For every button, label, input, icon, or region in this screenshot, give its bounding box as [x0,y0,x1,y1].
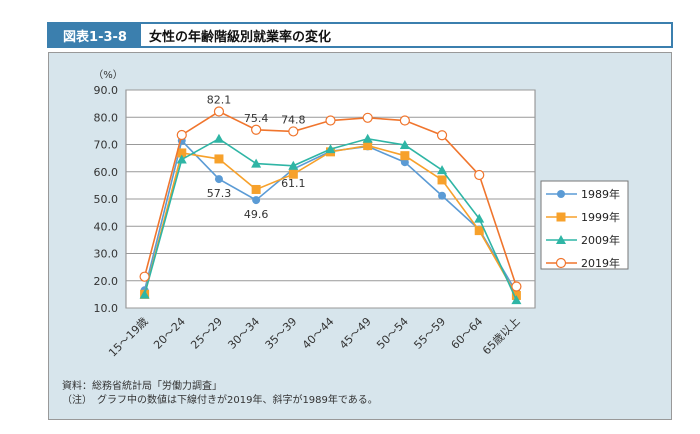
y-tick-label: 70.0 [94,139,119,152]
legend-marker [556,235,566,244]
x-tick-label: 35～39 [263,315,300,352]
data-label: 74.8 [281,113,306,126]
data-point [214,175,223,184]
x-tick-label: 60～64 [449,315,486,352]
data-point [325,144,336,154]
legend-label: 2019年 [581,256,620,270]
data-point [437,175,447,185]
y-axis-label: （%） [93,69,123,81]
data-point [139,271,150,282]
y-tick-label: 30.0 [94,248,119,261]
data-point [362,112,373,123]
figure-title-bar: 図表1-3-8 女性の年齢階級別就業率の変化 [47,22,673,48]
data-point [511,295,522,305]
data-point [400,151,410,161]
data-point [400,158,409,167]
y-tick-label: 50.0 [94,193,119,206]
y-tick-label: 80.0 [94,111,119,124]
x-tick-label: 65歳以上 [480,315,522,357]
data-point [436,130,448,141]
legend-label: 1989年 [581,187,620,201]
x-tick-label: 30～34 [225,315,262,352]
x-tick-label: 45～49 [337,315,374,352]
data-label: 49.6 [244,208,269,221]
x-tick-label: 55～59 [411,315,448,352]
figure-title: 女性の年齢階級別就業率の変化 [149,29,332,45]
data-label: 61.1 [281,177,306,190]
data-point [325,115,336,126]
y-tick-label: 20.0 [94,275,119,288]
data-point [288,160,299,170]
data-point [213,106,225,117]
legend-marker [555,257,567,269]
data-point [362,133,373,143]
data-label: 82.1 [207,94,232,107]
data-point [474,226,484,236]
data-point [251,124,262,135]
data-point [176,129,187,141]
data-point [177,148,187,158]
x-tick-label: 20～24 [151,315,188,352]
footnote: （注） グラフ中の数値は下線付きが2019年、斜字が1989年である。 [62,395,378,406]
data-label: 75.4 [244,112,269,125]
y-tick-label: 40.0 [94,220,119,233]
data-point [474,169,485,181]
data-point [399,140,410,150]
data-point [511,281,522,292]
data-point [288,169,298,179]
x-tick-label: 15～19歳 [106,315,151,360]
legend-label: 2009年 [581,233,620,247]
data-point [363,141,373,151]
legend-label: 1999年 [581,210,620,224]
data-point [251,184,261,194]
data-point [437,165,448,175]
y-tick-label: 60.0 [94,166,119,179]
data-point [213,133,224,143]
data-point [251,158,262,168]
data-point [252,196,261,205]
legend-marker [557,190,565,198]
data-point [399,115,410,126]
data-point [288,126,299,137]
y-tick-label: 10.0 [94,302,119,315]
data-label: 57.3 [207,187,232,200]
data-point [139,289,150,299]
figure-number: 図表1-3-8 [49,24,141,46]
x-tick-label: 50～54 [374,315,411,352]
x-tick-label: 40～44 [300,315,337,352]
legend-marker [556,212,566,222]
data-point [474,213,485,223]
legend [540,180,629,270]
source-note: 資料：総務省統計局「労働力調査」 [62,381,222,392]
x-tick-label: 25～29 [188,315,225,352]
data-point [214,154,224,164]
y-tick-label: 90.0 [94,84,119,97]
data-point [438,191,447,200]
data-point [176,154,187,164]
